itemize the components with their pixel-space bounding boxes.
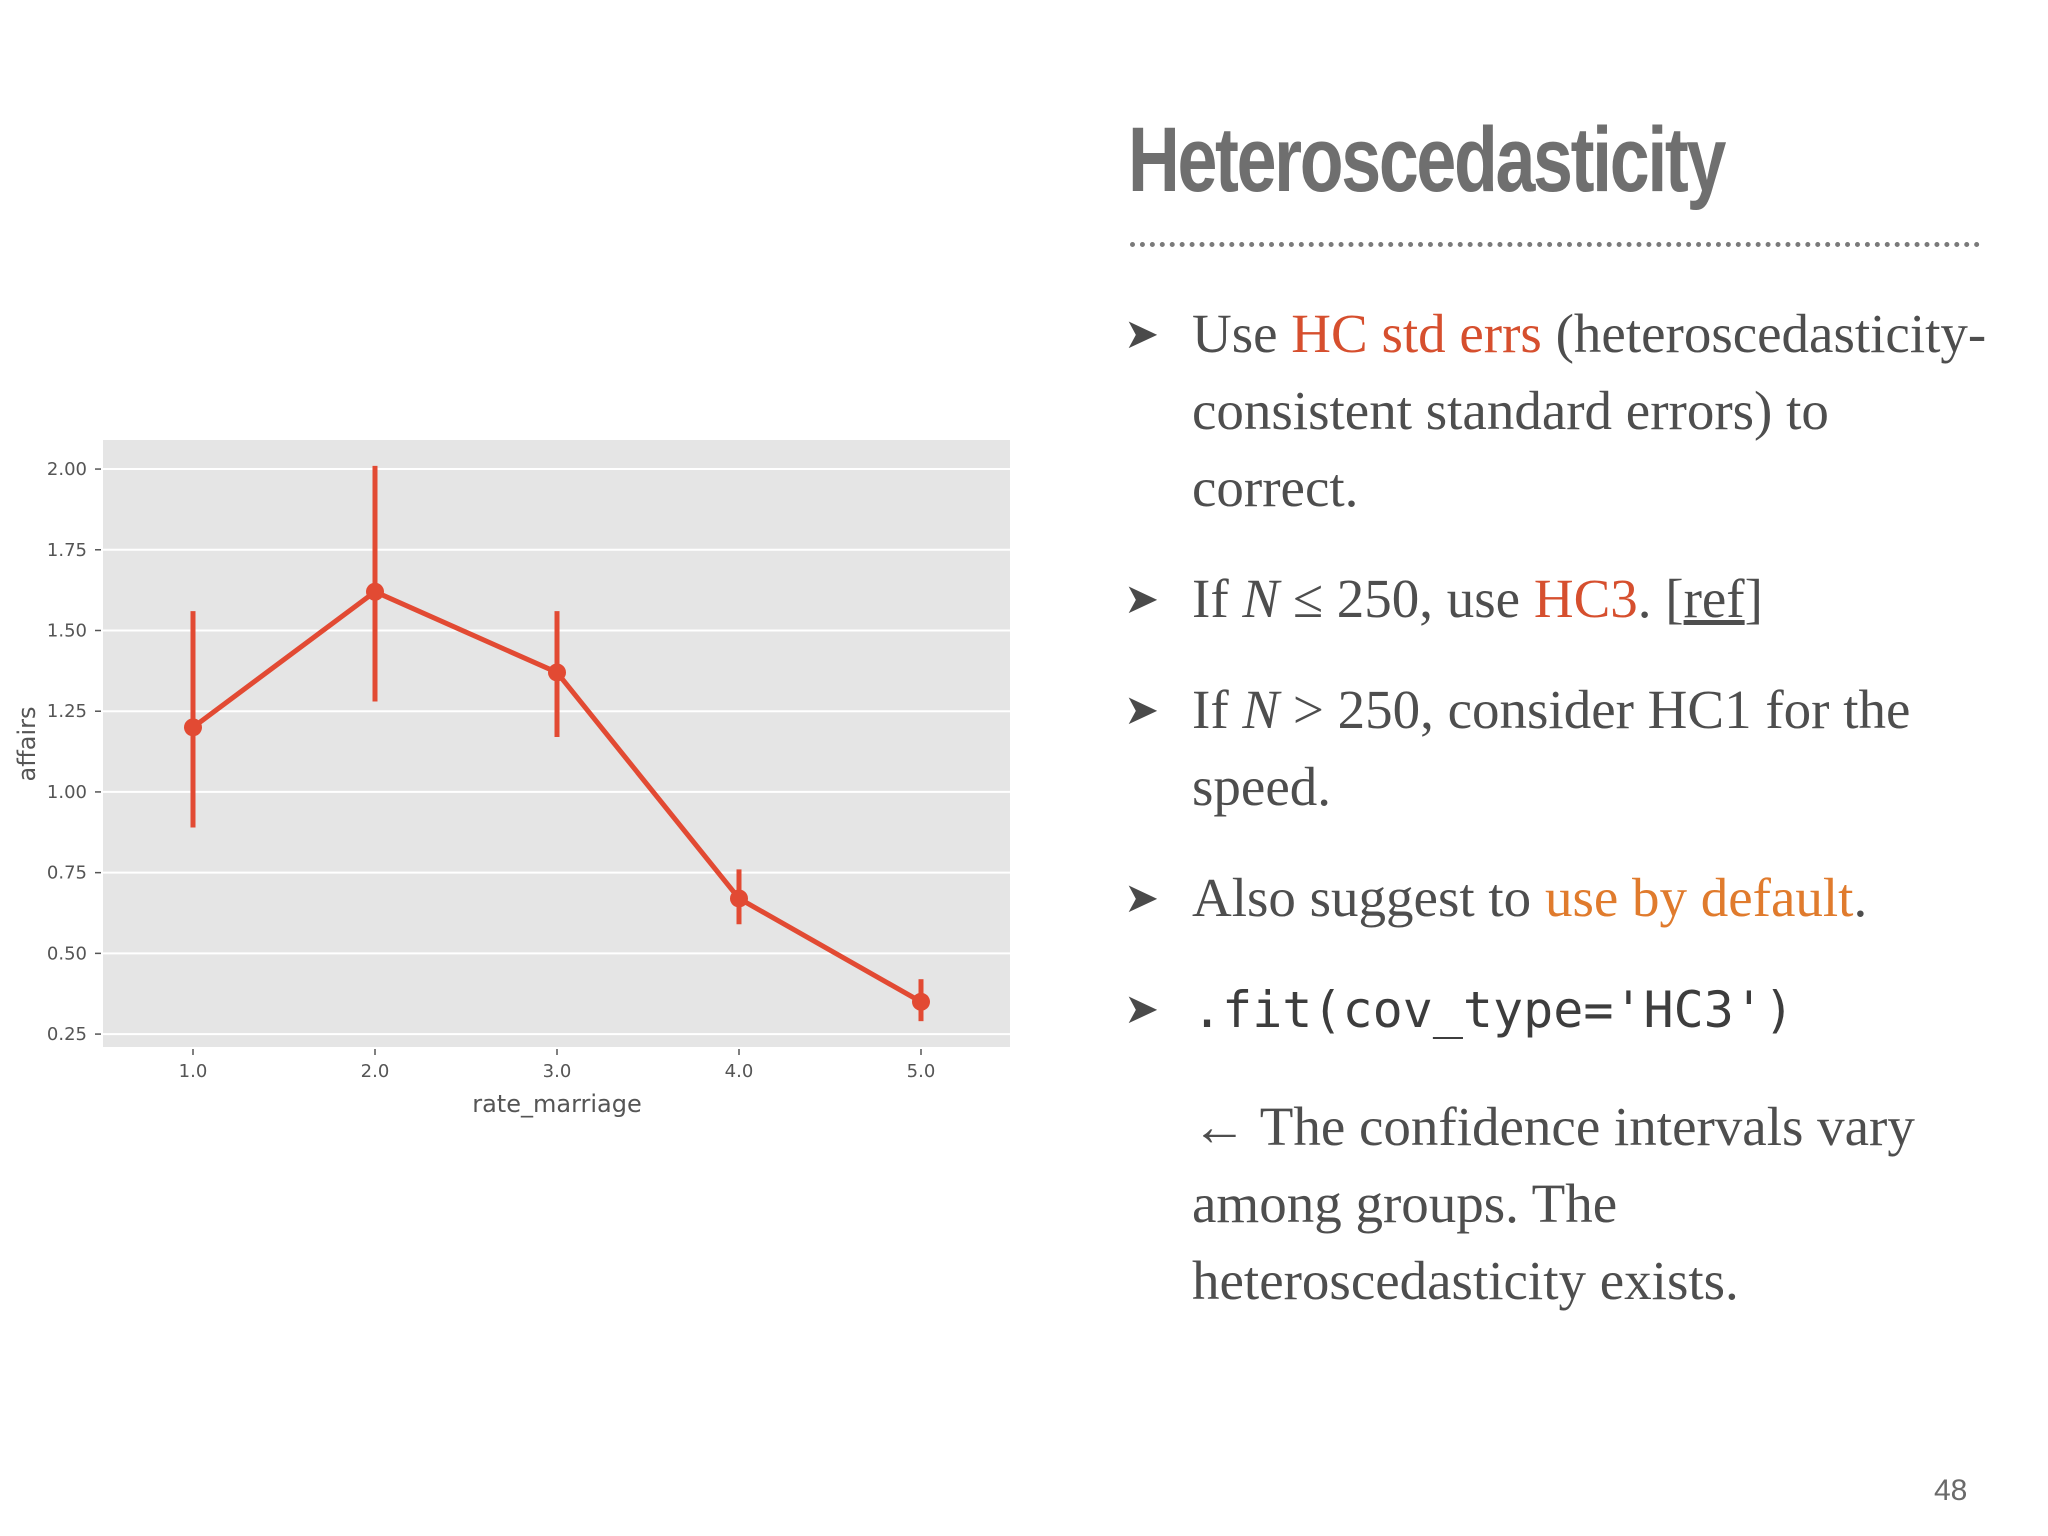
- x-tick-label: 3.0: [543, 1061, 572, 1082]
- data-point: [730, 889, 748, 908]
- ref-link[interactable]: ref: [1683, 568, 1745, 629]
- bullet-hc1: ➤ If N > 250, consider HC1 for the speed.: [1120, 671, 2000, 825]
- bullet-text: Use: [1192, 303, 1292, 364]
- bullet-text: . [: [1637, 568, 1684, 629]
- page-title: Heteroscedasticity: [1128, 109, 1726, 211]
- variable-n: N: [1242, 679, 1280, 740]
- bullet-text: ]: [1744, 568, 1763, 629]
- highlight-text: HC std errs: [1291, 303, 1542, 364]
- page-number: 48: [1934, 1474, 1968, 1507]
- bullet-hc-std-errs: ➤ Use HC std errs (heteroscedasticity-con…: [1120, 295, 2000, 526]
- y-tick-label: 0.50: [47, 943, 87, 964]
- y-tick-label: 1.50: [47, 620, 87, 641]
- y-tick-label: 1.25: [47, 701, 87, 722]
- data-point: [366, 582, 384, 601]
- plot-area: [103, 440, 1010, 1047]
- data-point: [548, 663, 566, 682]
- arrowhead-icon: ➤: [1124, 309, 1160, 358]
- code-snippet: .fit(cov_type='HC3'): [1192, 981, 1795, 1039]
- y-tick-label: 0.25: [47, 1024, 87, 1045]
- arrowhead-icon: ➤: [1124, 685, 1160, 734]
- bullet-hc3: ➤ If N ≤ 250, use HC3. [ref]: [1120, 560, 2000, 637]
- chart-note: ← The confidence intervals vary among gr…: [1192, 1096, 1915, 1311]
- bullet-text: If: [1192, 568, 1243, 629]
- y-axis-ticks: 0.25 0.50 0.75 1.00 1.25 1.50 1.75 2.00: [47, 459, 101, 1045]
- bullet-text: (heteroscedasticity-consistent standard …: [1192, 303, 1987, 518]
- x-tick-label: 2.0: [361, 1061, 390, 1082]
- y-tick-label: 2.00: [47, 459, 87, 480]
- x-axis-ticks: 1.0 2.0 3.0 4.0 5.0: [179, 1049, 936, 1082]
- x-tick-label: 5.0: [907, 1061, 936, 1082]
- y-tick-label: 1.75: [47, 540, 87, 561]
- y-tick-label: 1.00: [47, 782, 87, 803]
- bullet-list: ➤ Use HC std errs (heteroscedasticity-con…: [1120, 295, 2000, 1083]
- x-tick-label: 4.0: [725, 1061, 754, 1082]
- y-axis-label: affairs: [13, 707, 41, 782]
- data-point: [912, 992, 930, 1011]
- highlight-link[interactable]: use by default: [1544, 867, 1854, 928]
- data-point: [184, 718, 202, 737]
- arrowhead-icon: ➤: [1124, 984, 1160, 1033]
- pointplot-chart: 0.25 0.50 0.75 1.00 1.25 1.50 1.75 2.00 1.0 2.0 3…: [13, 440, 1010, 1118]
- data-points: [184, 582, 930, 1011]
- y-tick-label: 0.75: [47, 863, 87, 884]
- highlight-text: HC3: [1533, 568, 1638, 629]
- x-tick-label: 1.0: [179, 1061, 208, 1082]
- bullet-text: ≤ 250, use: [1279, 568, 1534, 629]
- arrowhead-icon: ➤: [1124, 873, 1160, 922]
- arrowhead-icon: ➤: [1124, 574, 1160, 623]
- bullet-text: > 250, consider HC1 for the speed.: [1192, 679, 1911, 817]
- bullet-text: .: [1853, 867, 1868, 928]
- bullet-text: Also suggest to: [1192, 867, 1545, 928]
- x-axis-label: rate_marriage: [472, 1090, 642, 1118]
- variable-n: N: [1242, 568, 1280, 629]
- bullet-code: ➤ .fit(cov_type='HC3'): [1120, 970, 2000, 1049]
- title-divider: [1130, 242, 1980, 247]
- bullet-text: If: [1192, 679, 1243, 740]
- bullet-default: ➤ Also suggest to use by default.: [1120, 859, 2000, 936]
